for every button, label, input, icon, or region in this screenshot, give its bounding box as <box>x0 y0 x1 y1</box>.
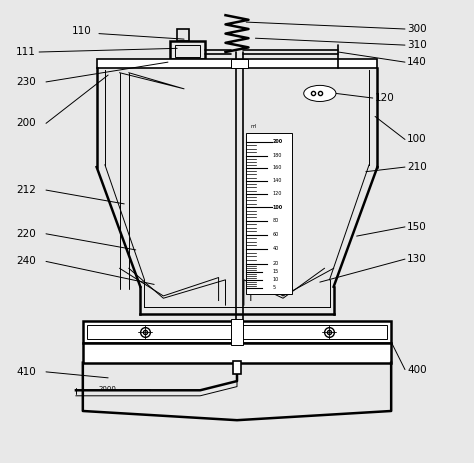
Text: 140: 140 <box>407 57 427 67</box>
Text: 111: 111 <box>16 47 36 57</box>
Bar <box>170 40 205 59</box>
Ellipse shape <box>304 85 336 101</box>
Text: 220: 220 <box>16 229 36 239</box>
Bar <box>97 59 377 68</box>
Text: 140: 140 <box>273 178 282 183</box>
Bar <box>246 132 292 294</box>
Text: 120: 120 <box>375 93 395 103</box>
Text: 120: 120 <box>273 191 282 196</box>
Bar <box>177 29 189 40</box>
Text: 5: 5 <box>273 285 275 290</box>
Text: 10: 10 <box>273 277 279 282</box>
Text: 150: 150 <box>407 222 427 232</box>
Text: 400: 400 <box>407 364 427 375</box>
Text: 210: 210 <box>407 162 427 172</box>
Text: 160: 160 <box>273 165 282 170</box>
Text: 212: 212 <box>16 185 36 195</box>
Text: 110: 110 <box>71 26 91 36</box>
Text: 180: 180 <box>273 153 282 158</box>
Text: 100: 100 <box>273 205 283 210</box>
Text: 60: 60 <box>273 232 279 237</box>
Bar <box>233 361 241 374</box>
Text: 20: 20 <box>273 261 279 266</box>
Text: 310: 310 <box>407 40 427 50</box>
Bar <box>231 59 248 68</box>
Bar <box>83 343 391 363</box>
Text: 410: 410 <box>16 367 36 377</box>
Text: 230: 230 <box>16 77 36 87</box>
Bar <box>87 325 387 339</box>
Text: ml: ml <box>251 124 257 129</box>
Text: 200: 200 <box>16 119 36 128</box>
Text: 130: 130 <box>407 254 427 264</box>
Text: 240: 240 <box>16 257 36 266</box>
Text: 2000: 2000 <box>99 386 117 392</box>
Text: 80: 80 <box>273 219 279 224</box>
Text: 15: 15 <box>273 269 279 275</box>
Text: 100: 100 <box>407 134 427 144</box>
Bar <box>175 45 200 56</box>
Text: 300: 300 <box>407 24 427 34</box>
Text: 200: 200 <box>273 139 283 144</box>
Bar <box>231 319 243 345</box>
Text: 40: 40 <box>273 246 279 251</box>
Bar <box>83 321 391 343</box>
